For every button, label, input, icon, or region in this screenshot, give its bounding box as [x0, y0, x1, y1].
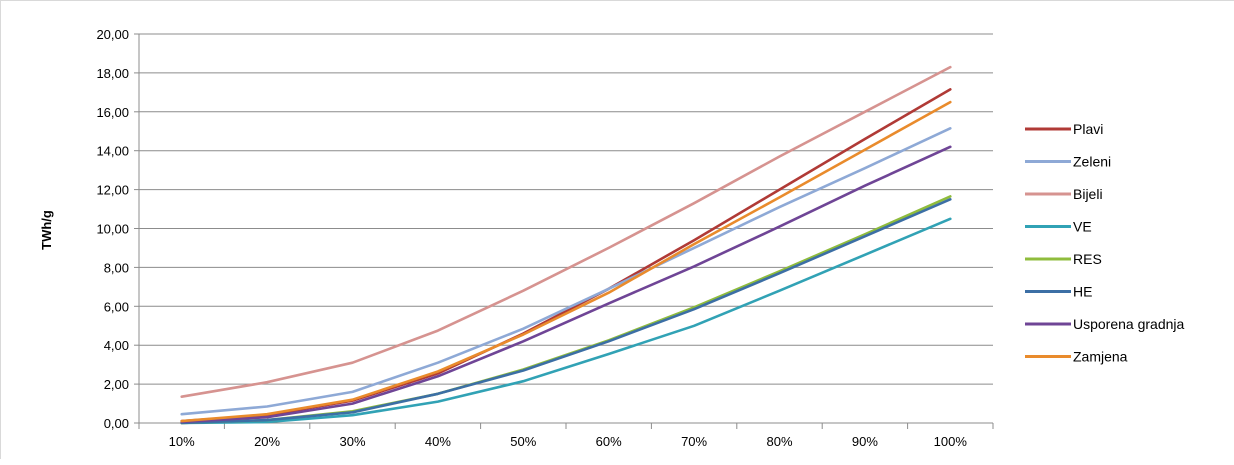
legend-item-zeleni: Zeleni	[1025, 154, 1111, 170]
y-tick-label: 4,00	[104, 338, 129, 353]
legend-label: RES	[1073, 251, 1102, 267]
x-tick-label: 90%	[852, 434, 878, 449]
series-line-ve	[180, 217, 952, 425]
legend-item-usporena-gradnja: Usporena gradnja	[1025, 316, 1185, 332]
series-line-usporena-gradnja	[180, 145, 952, 424]
grid-layer	[139, 33, 993, 385]
legend-item-res: RES	[1025, 251, 1102, 267]
legend-label: VE	[1073, 219, 1092, 235]
x-tick-label: 20%	[254, 434, 280, 449]
legend-label: Plavi	[1073, 121, 1103, 137]
legend-item-plavi: Plavi	[1025, 121, 1103, 137]
y-tick-label: 14,00	[96, 144, 129, 159]
x-tick-label: 70%	[681, 434, 707, 449]
y-axis-label: TWh/g	[39, 210, 54, 250]
x-tick-label: 100%	[934, 434, 968, 449]
axis-layer: 0,00 2,00 4,00 6,00 8,00 10,00 12,00 14,00 16,00…	[96, 27, 994, 449]
y-tick-label: 18,00	[96, 66, 129, 81]
y-tick-label: 8,00	[104, 260, 129, 275]
legend-label: Zamjena	[1073, 349, 1128, 365]
x-tick-label: 50%	[510, 434, 536, 449]
y-tick-label: 20,00	[96, 27, 129, 42]
legend-label: Zeleni	[1073, 154, 1111, 170]
x-tick-label: 80%	[766, 434, 792, 449]
x-tick-label: 40%	[425, 434, 451, 449]
y-tick-label: 0,00	[104, 416, 129, 431]
series-layer	[180, 65, 952, 425]
legend-item-he: HE	[1025, 284, 1092, 300]
legend-item-ve: VE	[1025, 219, 1092, 235]
y-tick-label: 16,00	[96, 105, 129, 120]
y-tick-label: 12,00	[96, 183, 129, 198]
legend: Plavi Zeleni Bijeli VE RES HE Usporena gradnja…	[1025, 121, 1185, 365]
x-tick-label: 10%	[169, 434, 195, 449]
y-tick-label: 10,00	[96, 222, 129, 237]
legend-item-zamjena: Zamjena	[1025, 349, 1128, 365]
legend-label: Usporena gradnja	[1073, 316, 1185, 332]
series-line-plavi	[180, 88, 952, 423]
legend-item-bijeli: Bijeli	[1025, 186, 1103, 202]
y-tick-label: 2,00	[104, 377, 129, 392]
x-tick-label: 30%	[339, 434, 365, 449]
series-line-he	[180, 198, 952, 425]
legend-label: Bijeli	[1073, 186, 1103, 202]
series-line-bijeli	[180, 65, 952, 399]
series-line-zeleni	[180, 127, 952, 416]
legend-label: HE	[1073, 284, 1092, 300]
y-tick-label: 6,00	[104, 299, 129, 314]
x-tick-label: 60%	[596, 434, 622, 449]
series-line-zamjena	[180, 100, 952, 423]
